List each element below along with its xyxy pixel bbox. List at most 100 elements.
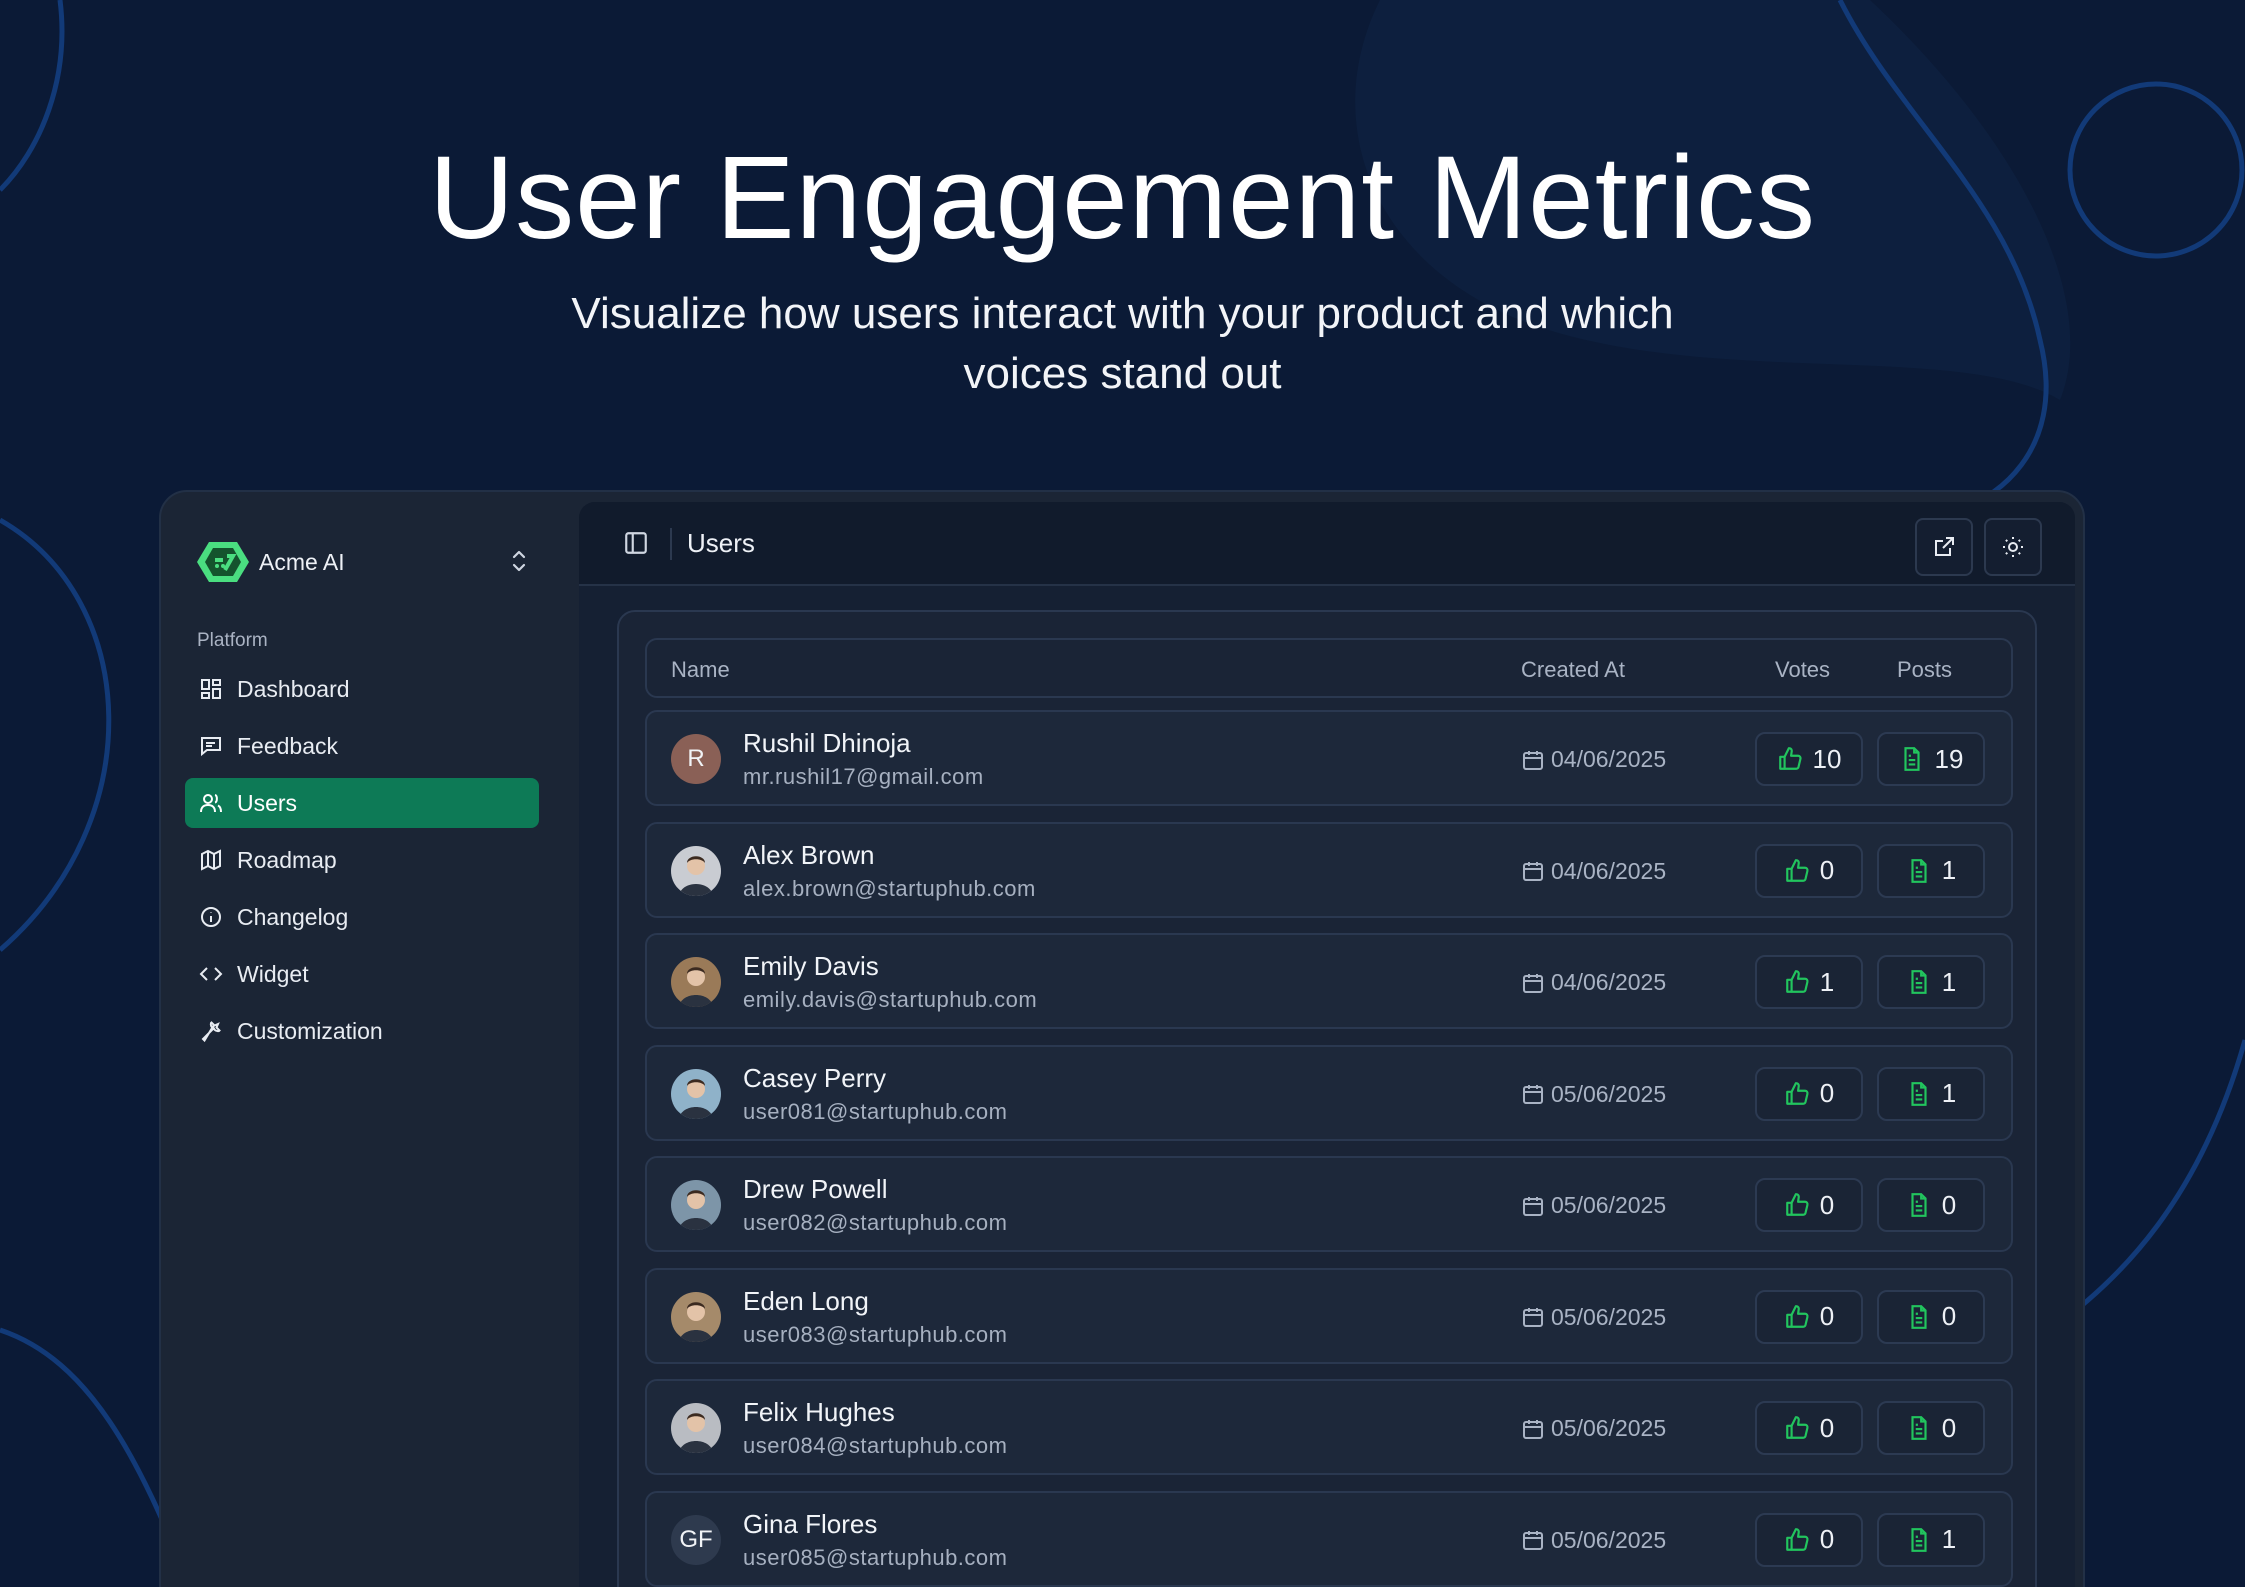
file-text-icon (1911, 1193, 1927, 1217)
column-header-created-at[interactable]: Created At (1521, 657, 1625, 682)
sidebar-toggle-icon[interactable] (623, 530, 649, 556)
table-row[interactable]: R Rushil Dhinoja mr.rushil17@gmail.com 04/0… (645, 710, 2013, 806)
votes-badge[interactable]: 0 (1755, 1178, 1863, 1232)
table-row[interactable]: Felix Hughes user084@startuphub.com 05/06/… (645, 1379, 2013, 1475)
user-name: Rushil Dhinoja (743, 728, 911, 758)
posts-badge[interactable]: 1 (1877, 955, 1985, 1009)
file-text-icon (1911, 858, 1927, 883)
user-name: Eden Long (743, 1285, 869, 1316)
posts-badge[interactable]: 0 (1877, 1401, 1985, 1455)
created-at: 05/06/2025 (1521, 1081, 1666, 1108)
created-at: 04/06/2025 (1521, 746, 1666, 773)
thumbs-up-icon (1785, 1527, 1809, 1551)
user-email: mr.rushil17@gmail.com (743, 764, 984, 789)
acme-logo-icon (197, 542, 249, 582)
posts-count: 1 (1941, 1078, 1957, 1108)
created-at-value: 04/06/2025 (1551, 969, 1667, 995)
votes-count: 1 (1819, 966, 1835, 997)
user-email: emily.davis@startuphub.com (743, 987, 1038, 1012)
avatar (671, 1180, 721, 1230)
posts-badge[interactable]: 19 (1877, 732, 1985, 786)
calendar-icon (1523, 1308, 1543, 1327)
votes-count: 0 (1819, 1412, 1835, 1443)
code-icon (199, 967, 223, 981)
user-name: Casey Perry (743, 1062, 887, 1093)
file-text-icon (1911, 1304, 1927, 1329)
avatar (671, 845, 721, 896)
votes-badge[interactable]: 0 (1755, 1289, 1863, 1344)
file-text-icon (1911, 970, 1927, 994)
message-square-icon (201, 737, 221, 757)
user-email: user085@startuphub.com (743, 1544, 1008, 1570)
user-name: Alex Brown (743, 839, 875, 870)
section-label-platform: Platform (197, 630, 268, 651)
file-text-icon (1911, 1416, 1927, 1440)
votes-badge[interactable]: 0 (1755, 843, 1863, 898)
thumbs-up-icon (1785, 1081, 1809, 1105)
column-header-votes[interactable]: Votes (1775, 657, 1831, 682)
dashboard-icon (201, 679, 221, 699)
table-row[interactable]: Casey Perry user081@startuphub.com 05/06/2… (645, 1044, 2013, 1141)
created-at-value: 05/06/2025 (1551, 1415, 1667, 1441)
thumbs-up-icon (1785, 970, 1809, 993)
sidebar-item-label: Widget (237, 960, 309, 987)
votes-badge[interactable]: 0 (1755, 1512, 1863, 1567)
user-email: alex.brown@startuphub.com (743, 875, 1036, 901)
sidebar-item-label: Feedback (237, 732, 339, 759)
sidebar-item-widget[interactable]: Widget (185, 949, 539, 999)
sidebar-item-feedback[interactable]: Feedback (185, 721, 539, 771)
open-external-button[interactable] (1915, 518, 1973, 576)
table-row[interactable]: GF Gina Flores user085@startuphub.com 05/06… (645, 1490, 2013, 1587)
avatar-photo-icon (671, 1291, 721, 1342)
sidebar-item-label: Users (237, 789, 298, 816)
sun-icon (2003, 537, 2023, 557)
votes-count: 0 (1819, 1078, 1835, 1108)
votes-count: 10 (1812, 743, 1842, 774)
created-at: 05/06/2025 (1521, 1527, 1666, 1554)
users-table: Name Created At Votes Posts R Rushil Dhin… (617, 610, 2037, 1587)
votes-badge[interactable]: 1 (1755, 955, 1863, 1009)
posts-badge[interactable]: 0 (1877, 1178, 1985, 1232)
avatar-initials: GF (679, 1525, 713, 1553)
posts-badge[interactable]: 1 (1877, 1066, 1985, 1121)
posts-count: 0 (1941, 1189, 1957, 1220)
file-text-icon (1911, 1081, 1927, 1106)
theme-toggle-button[interactable] (1984, 518, 2042, 576)
file-text-icon (1903, 747, 1920, 771)
workspace-switcher[interactable]: Acme AI (197, 534, 547, 590)
table-row[interactable]: Drew Powell user082@startuphub.com 05/06/2… (645, 1156, 2013, 1252)
sidebar-item-dashboard[interactable]: Dashboard (185, 664, 539, 714)
info-icon (201, 907, 221, 927)
user-email: user082@startuphub.com (743, 1210, 1008, 1235)
posts-badge[interactable]: 1 (1877, 1512, 1985, 1567)
sidebar-item-label: Changelog (237, 903, 349, 930)
posts-badge[interactable]: 1 (1877, 843, 1985, 898)
table-row[interactable]: Eden Long user083@startuphub.com 05/06/202… (645, 1267, 2013, 1364)
thumbs-up-icon (1785, 1304, 1809, 1328)
votes-badge[interactable]: 0 (1755, 1066, 1863, 1121)
sidebar-item-label: Customization (237, 1017, 383, 1044)
column-header-name[interactable]: Name (671, 657, 730, 682)
table-header: Name Created At Votes Posts (645, 638, 2013, 698)
thumbs-up-icon (1785, 858, 1809, 882)
sidebar-item-changelog[interactable]: Changelog (185, 892, 539, 942)
created-at-value: 05/06/2025 (1551, 1192, 1667, 1218)
votes-badge[interactable]: 0 (1755, 1401, 1863, 1455)
votes-count: 0 (1819, 1301, 1835, 1331)
calendar-icon (1523, 1419, 1543, 1439)
posts-badge[interactable]: 0 (1877, 1289, 1985, 1344)
votes-badge[interactable]: 10 (1755, 732, 1863, 786)
avatar-initials: R (687, 745, 705, 772)
table-row[interactable]: Alex Brown alex.brown@startuphub.com 04/06… (645, 821, 2013, 918)
hero-title: User Engagement Metrics (428, 132, 1817, 264)
avatar (671, 957, 721, 1007)
table-row[interactable]: Emily Davis emily.davis@startuphub.com 04/… (645, 933, 2013, 1029)
votes-count: 0 (1819, 855, 1835, 885)
sidebar-item-customization[interactable]: Customization (185, 1006, 539, 1056)
created-at: 05/06/2025 (1521, 1304, 1666, 1331)
file-text-icon (1911, 1527, 1927, 1552)
sidebar-item-users[interactable]: Users (185, 778, 539, 828)
votes-count: 0 (1819, 1189, 1835, 1220)
column-header-posts[interactable]: Posts (1897, 657, 1953, 682)
sidebar-item-roadmap[interactable]: Roadmap (185, 835, 539, 885)
